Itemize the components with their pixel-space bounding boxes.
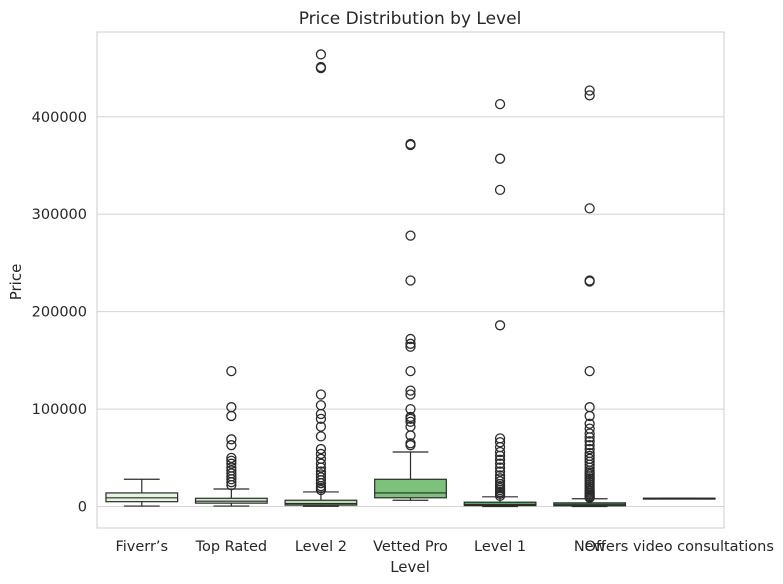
x-tick-label: Offers video consultations: [585, 539, 774, 555]
outlier-point: [226, 365, 237, 377]
x-tick-label: Fiverr’s: [115, 539, 168, 555]
outlier-point: [494, 476, 506, 487]
outlier-point: [226, 462, 237, 473]
outlier-point: [405, 338, 416, 349]
y-tick-label: 0: [78, 500, 87, 516]
outlier-point: [315, 61, 327, 73]
chart-title: Price Distribution by Level: [299, 9, 522, 29]
outlier-point: [494, 458, 506, 469]
outlier-point: [584, 447, 595, 459]
outlier-point: [584, 418, 595, 429]
outlier-point: [584, 203, 595, 214]
outlier-point: [584, 436, 595, 447]
outlier-point: [584, 90, 595, 101]
outlier-point: [226, 465, 237, 476]
outlier-point: [405, 341, 416, 352]
outlier-point: [315, 448, 327, 460]
outlier-point: [315, 413, 327, 425]
outlier-point: [584, 85, 595, 96]
outlier-point: [405, 365, 416, 377]
outlier-point: [226, 402, 237, 413]
outlier-point: [494, 466, 506, 477]
y-axis-label: Price: [7, 264, 25, 301]
outlier-point: [315, 389, 327, 400]
outlier-point: [315, 469, 327, 480]
outlier-point: [226, 452, 237, 463]
outlier-point: [494, 184, 506, 196]
y-tick-label: 200000: [32, 305, 87, 321]
outlier-point: [494, 473, 506, 484]
outlier-point: [405, 138, 416, 150]
outlier-point: [584, 423, 595, 434]
box-3: [374, 138, 447, 501]
box-4: [463, 98, 537, 508]
outlier-point: [584, 450, 595, 462]
plot-frame: [96, 31, 725, 529]
y-tick-label: 300000: [32, 207, 87, 223]
outlier-point: [405, 421, 416, 432]
outlier-point: [494, 446, 506, 458]
outlier-point: [226, 410, 237, 422]
outlier-point: [315, 431, 327, 442]
outlier-point: [494, 153, 506, 164]
y-tick-label: 100000: [32, 402, 87, 418]
outlier-point: [226, 455, 237, 466]
y-tick-label: 400000: [32, 110, 87, 126]
y-axis-ticks: 0 100000 200000 300000 400000: [32, 110, 87, 516]
x-tick-label: Top Rated: [195, 539, 268, 555]
outlier-point: [405, 438, 416, 449]
outlier-point: [226, 440, 237, 451]
box-6: [642, 497, 716, 500]
outlier-point: [405, 230, 416, 241]
outlier-point: [315, 453, 327, 464]
box-iqr: [374, 478, 447, 499]
outlier-point: [494, 437, 506, 448]
outlier-point: [315, 458, 327, 469]
box-5: [553, 85, 627, 508]
outlier-point: [405, 416, 416, 427]
x-tick-label: Level 2: [295, 539, 347, 555]
outlier-point: [584, 440, 595, 451]
outlier-point: [584, 453, 595, 464]
box-0: [105, 478, 179, 507]
outlier-point: [315, 472, 327, 483]
gridlines: [97, 116, 724, 508]
outlier-point: [494, 320, 506, 331]
outlier-point: [494, 433, 506, 444]
x-tick-label: Vetted Pro: [373, 539, 448, 555]
outlier-point: [405, 385, 416, 396]
box-2: [284, 49, 358, 507]
outlier-point: [494, 454, 506, 465]
outlier-point: [315, 400, 327, 411]
x-tick-label: Level 1: [474, 539, 526, 555]
outlier-point: [315, 49, 327, 60]
box-iqr: [463, 501, 537, 507]
outlier-point: [226, 458, 237, 469]
outlier-point: [315, 421, 327, 432]
outlier-point: [405, 333, 416, 345]
outlier-point: [494, 470, 506, 481]
outlier-point: [584, 402, 595, 413]
outlier-point: [405, 403, 416, 415]
outlier-point: [405, 411, 416, 423]
outlier-point: [494, 462, 506, 473]
box-plots: [105, 49, 716, 508]
outlier-point: [584, 443, 595, 455]
outlier-point: [226, 468, 237, 479]
outlier-point: [405, 275, 416, 286]
x-axis-label: Level: [390, 558, 430, 576]
x-tick-label: New: [574, 539, 606, 555]
outlier-point: [494, 98, 506, 110]
box-1: [194, 365, 268, 507]
outlier-point: [584, 275, 595, 286]
outlier-point: [315, 466, 327, 477]
outlier-point: [405, 389, 416, 400]
outlier-point: [226, 434, 237, 445]
outlier-point: [315, 443, 327, 455]
x-axis-ticks: Fiverr’s Top Rated Level 2 Vetted Pro Level …: [115, 539, 773, 555]
outlier-point: [584, 428, 595, 439]
box-iqr: [284, 499, 358, 506]
outlier-point: [584, 365, 595, 377]
